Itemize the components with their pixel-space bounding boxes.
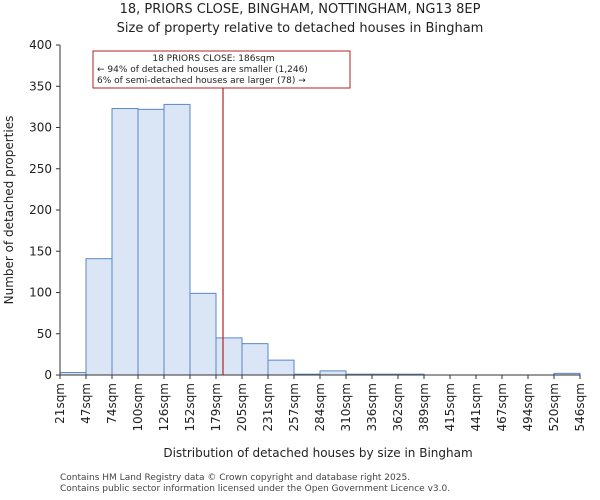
x-tick-label: 47sqm	[79, 383, 93, 424]
x-tick-label: 441sqm	[469, 383, 483, 431]
x-tick-label: 74sqm	[105, 383, 119, 424]
histogram-bar	[85, 258, 113, 376]
x-tick-label: 205sqm	[235, 383, 249, 431]
histogram-bar	[319, 370, 347, 376]
x-tick-label: 494sqm	[521, 383, 535, 431]
y-tick-label: 350	[29, 79, 52, 93]
x-tick-label: 389sqm	[417, 383, 431, 431]
x-tick-label: 336sqm	[365, 383, 379, 431]
x-tick-label: 362sqm	[391, 383, 405, 431]
footer-licence: Contains public sector information licen…	[60, 484, 451, 494]
x-tick-label: 179sqm	[209, 383, 223, 431]
annotation-box	[92, 50, 351, 89]
annotation-smaller: ← 94% of detached houses are smaller (1,…	[97, 65, 308, 75]
x-tick-label: 310sqm	[339, 383, 353, 431]
histogram-bar	[267, 359, 295, 376]
x-tick-label: 100sqm	[131, 383, 145, 431]
y-tick-label: 50	[37, 327, 52, 341]
histogram-chart: 18, PRIORS CLOSE, BINGHAM, NOTTINGHAM, N…	[2, 2, 587, 460]
x-tick-label: 467sqm	[495, 383, 509, 431]
footer-copyright: Contains HM Land Registry data © Crown c…	[60, 473, 411, 483]
x-tick-label: 257sqm	[287, 383, 301, 431]
histogram-bar	[163, 103, 191, 376]
chart-subtitle: Size of property relative to detached ho…	[117, 21, 484, 36]
plot-area: 0 50 100 150 200 250 300 350 400 21sqm 47sqm 74sqm 1…	[29, 38, 587, 431]
histogram-bar	[241, 343, 269, 376]
y-tick-label: 150	[29, 244, 52, 258]
x-tick-label: 152sqm	[183, 383, 197, 431]
y-tick-label: 250	[29, 162, 52, 176]
histogram-bar	[111, 108, 139, 376]
y-axis-label: Number of detached properties	[2, 116, 16, 305]
y-tick-label: 400	[29, 38, 52, 52]
y-tick-label: 300	[29, 121, 52, 135]
x-tick-label: 415sqm	[443, 383, 457, 431]
annotation-title: 18 PRIORS CLOSE: 186sqm	[152, 54, 274, 64]
histogram-bar	[215, 337, 243, 376]
annotation-larger: 6% of semi-detached houses are larger (7…	[97, 76, 306, 86]
x-tick-label: 284sqm	[313, 383, 327, 431]
x-tick-label: 21sqm	[53, 383, 67, 424]
chart-title: 18, PRIORS CLOSE, BINGHAM, NOTTINGHAM, N…	[120, 2, 481, 17]
x-tick-label: 231sqm	[261, 383, 275, 431]
y-tick-label: 200	[29, 203, 52, 217]
histogram-bar	[137, 108, 165, 376]
x-tick-label: 126sqm	[157, 383, 171, 431]
y-tick-label: 100	[29, 286, 52, 300]
x-tick-label: 520sqm	[547, 383, 561, 431]
x-axis-label: Distribution of detached houses by size …	[163, 446, 472, 460]
histogram-bar	[189, 292, 217, 376]
y-tick-label: 0	[44, 368, 52, 382]
x-tick-label: 546sqm	[573, 383, 587, 431]
